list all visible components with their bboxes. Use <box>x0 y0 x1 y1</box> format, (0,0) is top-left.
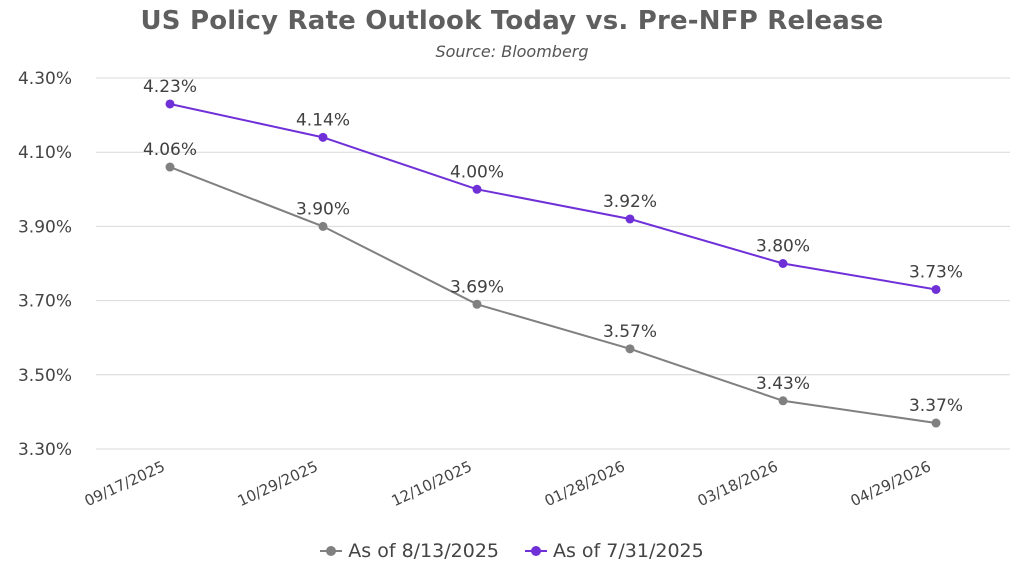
data-label-series-2: 4.14% <box>296 110 350 130</box>
legend-label-series-2: As of 7/31/2025 <box>553 540 704 562</box>
data-point-series-2 <box>472 184 482 194</box>
data-point-series-1 <box>931 418 941 428</box>
data-point-series-2 <box>625 214 635 224</box>
data-label-series-1: 3.43% <box>756 374 810 394</box>
chart-legend: As of 8/13/2025 As of 7/31/2025 <box>0 540 1024 562</box>
data-point-series-2 <box>778 259 788 268</box>
x-tick-label: 04/29/2026 <box>848 457 934 510</box>
chart-subtitle: Source: Bloomberg <box>435 42 589 61</box>
x-tick-label: 12/10/2025 <box>389 457 475 510</box>
data-label-series-2: 3.73% <box>909 262 963 282</box>
data-point-series-1 <box>165 162 175 172</box>
data-label-series-1: 3.90% <box>296 199 350 219</box>
y-tick-label: 3.90% <box>18 217 72 237</box>
data-label-series-1: 3.57% <box>603 322 657 342</box>
data-point-series-2 <box>931 284 941 294</box>
data-label-series-2: 4.00% <box>450 162 504 182</box>
data-point-series-1 <box>472 299 482 309</box>
data-label-series-2: 3.92% <box>603 192 657 212</box>
data-label-series-1: 4.06% <box>143 140 197 160</box>
legend-item-series-2: As of 7/31/2025 <box>525 540 704 562</box>
data-point-series-2 <box>318 132 328 142</box>
y-tick-label: 3.50% <box>18 366 72 386</box>
x-tick-label: 10/29/2025 <box>235 457 321 510</box>
legend-label-series-1: As of 8/13/2025 <box>348 540 499 562</box>
y-tick-label: 3.30% <box>18 440 72 460</box>
data-point-series-1 <box>318 221 328 231</box>
x-tick-label: 09/17/2025 <box>82 457 168 510</box>
data-label-series-1: 3.37% <box>909 396 963 416</box>
data-point-series-1 <box>625 344 635 354</box>
data-label-series-1: 3.69% <box>450 277 504 297</box>
y-tick-label: 3.70% <box>18 292 72 312</box>
chart-title: US Policy Rate Outlook Today vs. Pre-NFP… <box>140 6 884 36</box>
x-tick-label: 03/18/2026 <box>695 457 781 510</box>
series-line-2 <box>169 102 937 291</box>
data-label-series-2: 4.23% <box>143 77 197 97</box>
y-tick-label: 4.10% <box>18 143 72 163</box>
legend-item-series-1: As of 8/13/2025 <box>320 540 499 562</box>
series-line-1 <box>169 166 937 425</box>
y-tick-label: 4.30% <box>18 69 72 89</box>
data-label-series-2: 3.80% <box>756 237 810 257</box>
legend-marker-series-1 <box>320 545 343 557</box>
x-tick-label: 01/28/2026 <box>542 457 628 510</box>
data-point-series-2 <box>165 99 175 109</box>
legend-marker-series-2 <box>525 545 547 557</box>
data-point-series-1 <box>778 396 788 406</box>
